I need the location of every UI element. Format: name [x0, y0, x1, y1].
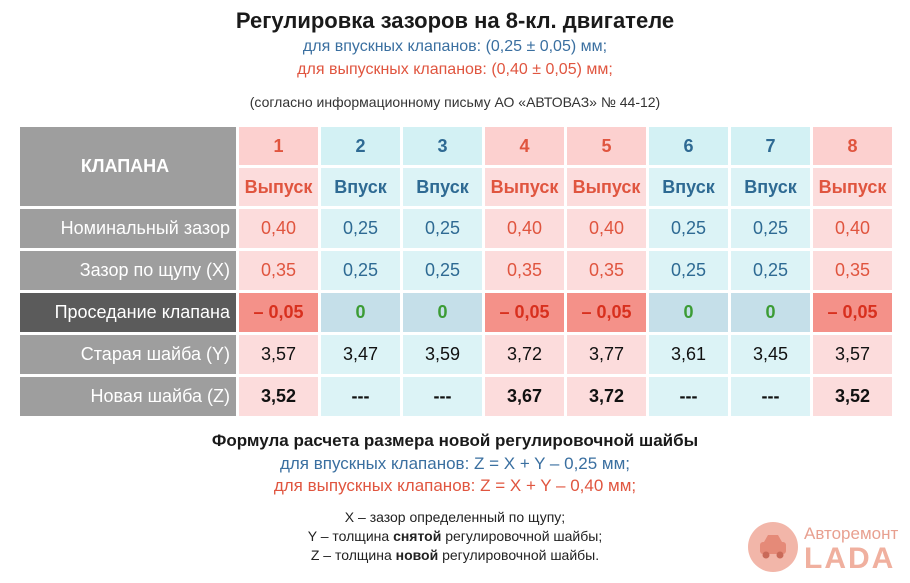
table-cell: 0,25: [403, 209, 482, 248]
table-cell: 3,52: [813, 377, 892, 416]
legend-y-suffix: регулировочной шайбы;: [441, 528, 603, 544]
table-cell: ---: [731, 377, 810, 416]
table-cell: 0,40: [567, 209, 646, 248]
table-cell: 3,45: [731, 335, 810, 374]
table-cell: 0: [649, 293, 728, 332]
table-cell: ---: [403, 377, 482, 416]
table-cell: 3,47: [321, 335, 400, 374]
row-label-old-shim: Старая шайба (Y): [20, 335, 236, 374]
valve-type: Впуск: [403, 168, 482, 206]
valve-type: Впуск: [731, 168, 810, 206]
valve-number: 2: [321, 127, 400, 165]
table-cell: 0,25: [649, 251, 728, 290]
valve-number: 7: [731, 127, 810, 165]
table-cell: – 0,05: [485, 293, 564, 332]
row-label-nominal-gap: Номинальный зазор: [20, 209, 236, 248]
valve-number: 8: [813, 127, 892, 165]
table-cell: 3,57: [813, 335, 892, 374]
valve-type: Выпуск: [239, 168, 318, 206]
row-label-feeler-gap: Зазор по щупу (X): [20, 251, 236, 290]
subtitle-exhaust: для выпускных клапанов: (0,40 ± 0,05) мм…: [297, 61, 613, 78]
legend-z-suffix: регулировочной шайбы.: [438, 547, 600, 563]
table-cell: 3,57: [239, 335, 318, 374]
valve-number: 4: [485, 127, 564, 165]
table-cell: 0,25: [321, 209, 400, 248]
row-label-valve-sinking: Проседание клапана: [20, 293, 236, 332]
car-badge-icon: [748, 522, 798, 572]
subtitle-intake: для впускных клапанов: (0,25 ± 0,05) мм;: [302, 38, 608, 55]
table-cell: – 0,05: [239, 293, 318, 332]
valve-type: Впуск: [649, 168, 728, 206]
table-cell: 0,25: [321, 251, 400, 290]
logo-text-top: Авторемонт: [804, 524, 899, 543]
formula-exhaust: для выпускных клапанов: Z = X + Y – 0,40…: [273, 476, 637, 495]
table-cell: 3,61: [649, 335, 728, 374]
legend-y: Y – толщина снятой регулировочной шайбы;: [0, 528, 910, 544]
logo-text-bottom: LADA: [804, 542, 896, 575]
row-label-new-shim: Новая шайба (Z): [20, 377, 236, 416]
table-cell: – 0,05: [813, 293, 892, 332]
table-cell: 0,40: [239, 209, 318, 248]
valve-number: 5: [567, 127, 646, 165]
table-cell: 0: [731, 293, 810, 332]
valve-table: КЛАПАНА 1 2 3 4 5 6 7 8 Выпуск Впуск Впу…: [17, 124, 895, 419]
table-cell: 0: [403, 293, 482, 332]
table-cell: 0,25: [649, 209, 728, 248]
table-cell: ---: [649, 377, 728, 416]
legend-z: Z – толщина новой регулировочной шайбы.: [0, 547, 910, 563]
table-cell: 0,35: [813, 251, 892, 290]
table-cell: 0,25: [731, 209, 810, 248]
header-label: КЛАПАНА: [20, 127, 236, 206]
table-cell: 0,25: [731, 251, 810, 290]
table-cell: ---: [321, 377, 400, 416]
table-cell: 0: [321, 293, 400, 332]
table-cell: 0,35: [567, 251, 646, 290]
formula-intake: для впускных клапанов: Z = X + Y – 0,25 …: [279, 454, 631, 473]
valve-type: Впуск: [321, 168, 400, 206]
formula-title: Формула расчета размера новой регулирово…: [211, 431, 699, 450]
logo: Авторемонт LADA: [748, 518, 898, 576]
legend-y-prefix: Y – толщина: [307, 528, 394, 544]
table-cell: 0,40: [485, 209, 564, 248]
table-cell: 0,25: [403, 251, 482, 290]
table-cell: – 0,05: [567, 293, 646, 332]
table-cell: 3,77: [567, 335, 646, 374]
table-cell: 0,35: [239, 251, 318, 290]
legend-y-emphasis: снятой: [393, 528, 442, 544]
table-cell: 3,52: [239, 377, 318, 416]
table-cell: 0,35: [485, 251, 564, 290]
table-cell: 3,72: [485, 335, 564, 374]
table-cell: 3,59: [403, 335, 482, 374]
page-title: Регулировка зазоров на 8-кл. двигателе: [235, 8, 675, 33]
valve-type: Выпуск: [813, 168, 892, 206]
source-note: (согласно информационному письму АО «АВТ…: [249, 94, 661, 110]
valve-number: 1: [239, 127, 318, 165]
table-cell: 3,67: [485, 377, 564, 416]
valve-number: 6: [649, 127, 728, 165]
valve-number: 3: [403, 127, 482, 165]
legend-z-prefix: Z – толщина: [310, 547, 396, 563]
table-cell: 0,40: [813, 209, 892, 248]
table-cell: 3,72: [567, 377, 646, 416]
legend-x: X – зазор определенный по щупу;: [344, 509, 566, 525]
valve-type: Выпуск: [485, 168, 564, 206]
legend-z-emphasis: новой: [395, 547, 439, 563]
valve-type: Выпуск: [567, 168, 646, 206]
